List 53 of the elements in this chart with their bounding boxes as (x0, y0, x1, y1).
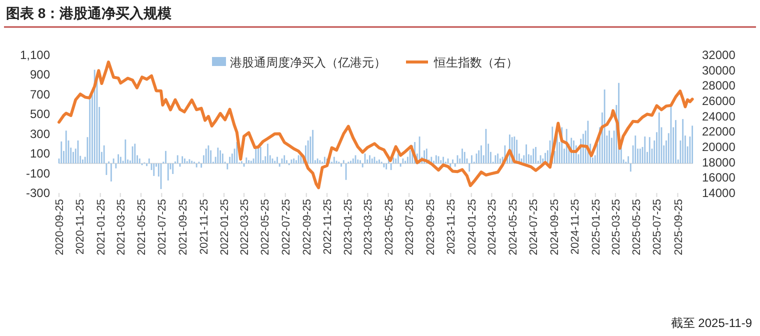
y2-tick-label: 26000 (702, 94, 736, 108)
x-tick-label: 2025-03-25 (610, 199, 622, 256)
x-tick-label: 2021-03-25 (115, 199, 128, 256)
y2-tick-label: 28000 (702, 78, 736, 93)
x-tick-label: 2022-09-25 (301, 199, 314, 256)
x-tick-label: 2024-01-25 (466, 199, 478, 256)
x-tick-label: 2025-07-25 (652, 199, 664, 256)
x-tick-label: 2021-05-25 (136, 199, 148, 256)
text: 截至 2025-11-9 (670, 316, 752, 330)
x-tick-label: 2023-07-25 (404, 199, 416, 256)
x-tick-label: 2022-11-25 (322, 199, 334, 254)
y-tick-label: 700 (30, 87, 50, 102)
y2-tick-label: 32000 (702, 48, 736, 62)
y-tick-label: 500 (30, 107, 50, 122)
y-tick-label: -300 (26, 186, 50, 200)
x-tick-label: 2022-01-25 (219, 199, 232, 256)
x-tick-label: 2022-07-25 (280, 199, 292, 256)
x-tick-label: 2023-03-25 (362, 199, 375, 256)
x-tick-label: 2024-07-25 (528, 199, 540, 256)
y-tick-label: -100 (26, 166, 50, 180)
y2-tick-label: 14000 (702, 186, 736, 200)
y-tick-label: 900 (30, 68, 50, 82)
x-tick-label: 2025-05-25 (631, 199, 644, 256)
x-tick-label: 2022-03-25 (239, 199, 252, 256)
y2-tick-label: 24000 (702, 109, 736, 124)
x-tick-label: 2024-11-25 (570, 199, 582, 254)
legend-label: 恒生指数（右） (433, 56, 518, 70)
y2-tick-label: 22000 (702, 124, 736, 139)
y2-tick-label: 20000 (702, 140, 736, 154)
x-tick-label: 2024-09-25 (549, 199, 562, 256)
x-tick-label: 2023-09-25 (425, 199, 438, 256)
x-tick-label: 2021-09-25 (178, 199, 190, 256)
x-tick-label: 2024-05-25 (507, 199, 520, 256)
y-tick-label: 100 (30, 146, 50, 161)
x-tick-label: 2023-01-25 (342, 199, 355, 256)
y-tick-label: 300 (30, 126, 50, 141)
x-tick-label: 2024-03-25 (486, 199, 499, 256)
x-tick-label: 2021-01-25 (95, 199, 108, 256)
x-tick-label: 2023-11-25 (446, 199, 458, 254)
y2-tick-label: 16000 (702, 170, 736, 185)
x-tick-label: 2020-11-25 (74, 199, 87, 254)
y2-tick-label: 18000 (702, 155, 736, 170)
y-tick-label: 1,100 (20, 48, 50, 62)
x-tick-label: 2021-07-25 (156, 199, 169, 256)
legend-label: 港股通周度净买入（亿港元） (230, 56, 386, 70)
x-tick-label: 2025-09-25 (672, 199, 685, 256)
x-tick-label: 2021-11-25 (198, 199, 210, 254)
y2-tick-label: 30000 (702, 63, 736, 78)
x-tick-label: 2023-05-25 (383, 199, 396, 256)
x-tick-label: 2020-09-25 (54, 199, 66, 256)
x-tick-label: 2022-05-25 (260, 199, 272, 256)
chart-title: 图表 8：港股通净买入规模 (6, 5, 173, 21)
x-tick-label: 2025-01-25 (590, 199, 602, 256)
